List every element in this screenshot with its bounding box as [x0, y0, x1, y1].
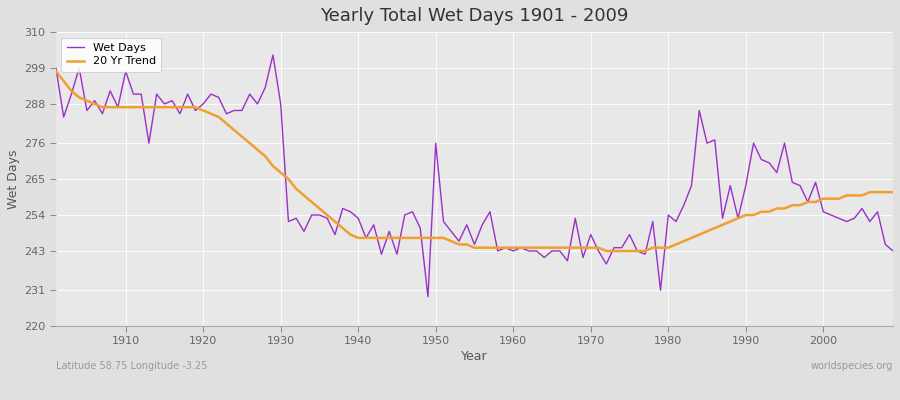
Text: worldspecies.org: worldspecies.org — [811, 361, 893, 371]
Title: Yearly Total Wet Days 1901 - 2009: Yearly Total Wet Days 1901 - 2009 — [320, 7, 629, 25]
Legend: Wet Days, 20 Yr Trend: Wet Days, 20 Yr Trend — [61, 38, 161, 72]
X-axis label: Year: Year — [461, 350, 488, 363]
Text: Latitude 58.75 Longitude -3.25: Latitude 58.75 Longitude -3.25 — [56, 361, 207, 371]
Y-axis label: Wet Days: Wet Days — [7, 149, 20, 209]
